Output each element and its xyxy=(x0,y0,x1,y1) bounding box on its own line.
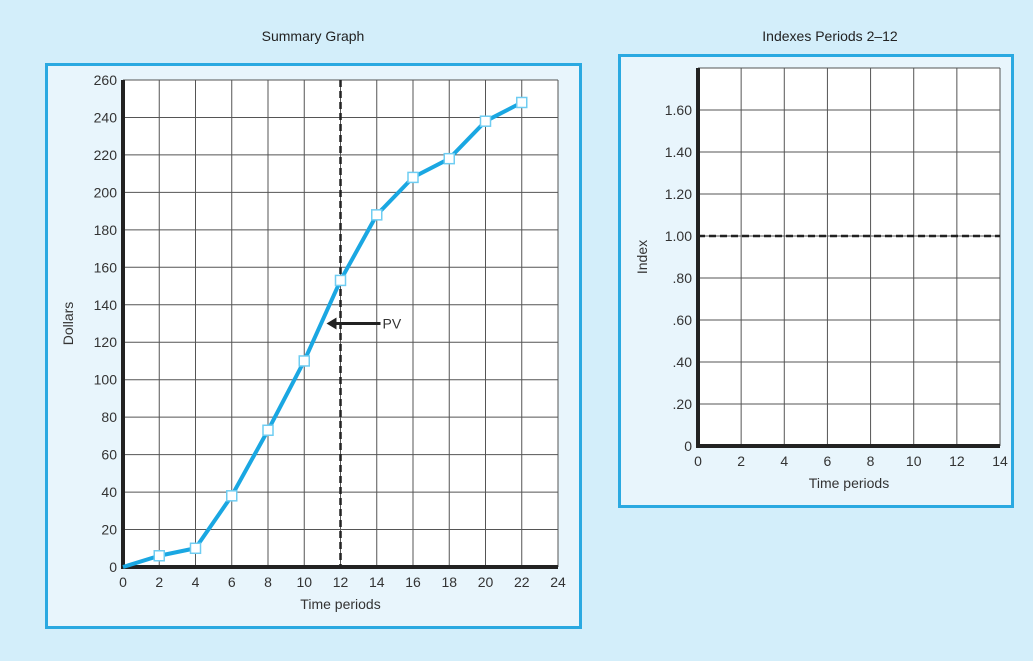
y-tick-label: 80 xyxy=(101,409,117,425)
x-tick-label: 16 xyxy=(405,574,421,590)
y-tick-label: 1.40 xyxy=(665,144,692,160)
y-tick-label: 200 xyxy=(94,184,118,200)
y-tick-label: 120 xyxy=(94,334,118,350)
y-tick-label: 0 xyxy=(109,559,117,575)
data-point xyxy=(226,490,238,502)
data-point xyxy=(334,274,347,287)
y-axis-label: Index xyxy=(634,240,650,274)
x-tick-label: 6 xyxy=(228,574,236,590)
x-tick-label: 0 xyxy=(694,453,702,469)
data-point xyxy=(298,355,310,367)
x-tick-label: 10 xyxy=(906,453,922,469)
y-tick-label: .20 xyxy=(673,396,693,412)
plot-area xyxy=(698,68,1000,446)
y-tick-label: 20 xyxy=(101,522,117,538)
y-tick-label: 180 xyxy=(94,222,118,238)
y-tick-label: .60 xyxy=(673,312,693,328)
y-tick-label: 160 xyxy=(94,259,118,275)
x-tick-label: 2 xyxy=(737,453,745,469)
x-tick-label: 8 xyxy=(264,574,272,590)
data-point xyxy=(479,115,492,127)
x-tick-label: 2 xyxy=(155,574,163,590)
y-tick-label: .40 xyxy=(673,354,693,370)
data-point xyxy=(189,542,202,555)
data-point xyxy=(153,550,165,562)
y-tick-label: 140 xyxy=(94,297,118,313)
y-tick-label: 260 xyxy=(94,72,118,88)
x-tick-label: 24 xyxy=(550,574,566,590)
x-tick-label: 12 xyxy=(949,453,965,469)
x-tick-label: 22 xyxy=(514,574,530,590)
x-tick-label: 4 xyxy=(780,453,788,469)
x-axis-label: Time periods xyxy=(809,475,889,491)
data-point xyxy=(443,152,455,165)
pv-annotation-label: PV xyxy=(383,316,402,332)
x-tick-label: 4 xyxy=(192,574,200,590)
x-tick-label: 8 xyxy=(867,453,875,469)
x-tick-label: 20 xyxy=(478,574,494,590)
y-tick-label: 1.60 xyxy=(665,102,692,118)
y-tick-label: 1.00 xyxy=(665,228,692,244)
summary-graph-title: Summary Graph xyxy=(261,28,365,44)
x-tick-label: 18 xyxy=(441,574,457,590)
indexes-graph-title: Indexes Periods 2–12 xyxy=(762,28,898,44)
data-point xyxy=(371,209,383,221)
y-tick-label: 0 xyxy=(684,438,692,454)
y-axis-label: Dollars xyxy=(60,302,76,346)
x-tick-label: 14 xyxy=(369,574,385,590)
pv-arrow-head xyxy=(326,317,337,330)
y-tick-label: 100 xyxy=(94,372,118,388)
y-tick-label: 60 xyxy=(101,447,117,463)
data-line xyxy=(122,100,523,569)
y-tick-label: 240 xyxy=(94,109,118,125)
x-axis-label: Time periods xyxy=(300,596,380,612)
data-point xyxy=(407,171,419,184)
y-tick-label: 220 xyxy=(94,147,118,163)
x-tick-label: 6 xyxy=(824,453,832,469)
x-tick-label: 14 xyxy=(992,453,1008,469)
y-tick-label: .80 xyxy=(673,270,693,286)
x-tick-label: 12 xyxy=(333,574,349,590)
data-point xyxy=(262,424,274,437)
y-tick-label: 1.20 xyxy=(665,186,692,202)
x-tick-label: 10 xyxy=(296,574,312,590)
x-tick-label: 0 xyxy=(119,574,127,590)
data-point xyxy=(516,96,528,109)
y-tick-label: 40 xyxy=(101,484,117,500)
